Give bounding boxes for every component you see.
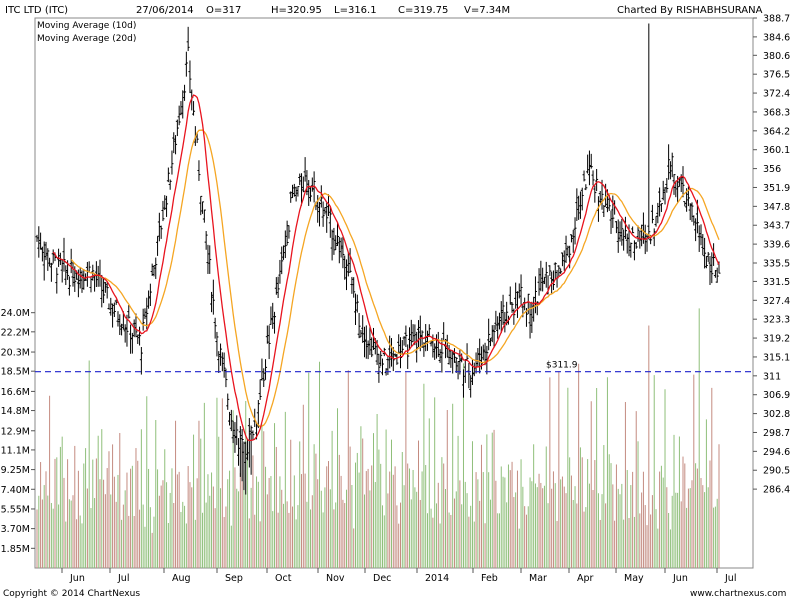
x-tick-label: Feb [481,573,498,584]
x-tick-label: Aug [172,573,191,584]
volume-tick-label: 16.6M [1,387,30,398]
ma10-line [52,94,720,442]
price-tick-label: 368.3 [763,107,790,118]
volume-tick-label: 22.2M [1,327,30,338]
price-tick-label: 343.7 [763,221,790,232]
footer-copyright: Copyright © 2014 ChartNexus [3,589,140,599]
ma20-line [70,129,720,428]
x-tick-label: Jul [117,573,129,584]
x-tick-label: Oct [275,573,292,584]
header-volume: V=7.34M [464,5,510,16]
price-tick-label: 380.6 [763,51,790,62]
volume-tick-label: 3.70M [1,524,30,535]
volume-tick-label: 9.25M [1,465,30,476]
x-tick-label: Dec [373,573,391,584]
price-tick-label: 388.7 [763,14,790,25]
volume-tick-label: 11.1M [1,445,30,456]
x-tick-label: Mar [529,573,547,584]
price-tick-label: 351.9 [763,183,790,194]
x-tick-label: Jun [672,573,688,584]
volume-tick-label: 7.40M [1,485,30,496]
volume-tick-label: 12.9M [1,426,30,437]
plot-frame [34,17,754,569]
price-tick-label: 298.7 [763,428,790,439]
volume-bars [36,308,720,568]
price-tick-label: 319.2 [763,334,790,345]
x-tick-label: Jul [724,573,736,584]
price-tick-label: 356 [763,164,781,175]
charted-by: Charted By RISHABHSURANA [617,5,763,16]
volume-tick-label: 14.8M [1,406,30,417]
volume-tick-label: 18.5M [1,367,30,378]
price-tick-label: 327.4 [763,296,790,307]
x-axis-labels: Jun Jul Aug Sep Oct Nov Dec 2014 Feb Mar Apr May Jun… [61,568,736,584]
x-tick-label: May [624,573,644,584]
chart-title: ITC LTD (ITC) [5,5,68,16]
price-tick-label: 294.6 [763,447,790,458]
x-tick-label: 2014 [425,573,449,584]
price-tick-label: 347.8 [763,202,790,213]
x-tick-label: Apr [577,573,594,584]
header-open: O=317 [206,5,241,16]
header-close: C=319.75 [398,5,448,16]
header-low: L=316.1 [334,5,377,16]
price-tick-label: 315.1 [763,352,790,363]
price-axis-ticks: 388.7 384.6 380.6 376.5 372.4 368.3 364.2 360.1… [753,14,790,496]
price-tick-label: 290.5 [763,466,790,477]
price-tick-label: 339.6 [763,240,790,251]
header-high: H=320.95 [271,5,322,16]
x-tick-label: Jun [69,573,85,584]
price-tick-label: 360.1 [763,145,790,156]
price-tick-label: 302.8 [763,409,790,420]
price-tick-label: 372.4 [763,89,790,100]
support-label: $311.9 [546,361,578,371]
price-tick-label: 384.6 [763,32,790,43]
volume-tick-label: 20.3M [1,348,30,359]
price-bars [35,23,721,495]
volume-axis-ticks: 24.0M 22.2M 20.3M 18.5M 16.6M 14.8M 12.9M 11.1M… [1,308,35,555]
volume-tick-label: 5.55M [1,504,30,515]
x-tick-label: Nov [326,573,345,584]
legend-ma20: Moving Average (20d) [37,34,136,44]
volume-tick-label: 24.0M [1,308,30,319]
price-tick-label: 376.5 [763,70,790,81]
price-tick-label: 323.3 [763,315,790,326]
legend-ma10: Moving Average (10d) [37,21,136,31]
x-tick-label: Sep [225,573,243,584]
price-tick-label: 364.2 [763,126,790,137]
price-tick-label: 286.4 [763,485,790,496]
price-tick-label: 311 [763,371,781,382]
footer-website: www.chartnexus.com [690,589,786,599]
price-tick-label: 331.5 [763,277,790,288]
price-tick-label: 306.9 [763,390,790,401]
header-date: 27/06/2014 [136,5,194,16]
price-tick-label: 335.5 [763,259,790,270]
volume-tick-label: 1.85M [1,544,30,555]
